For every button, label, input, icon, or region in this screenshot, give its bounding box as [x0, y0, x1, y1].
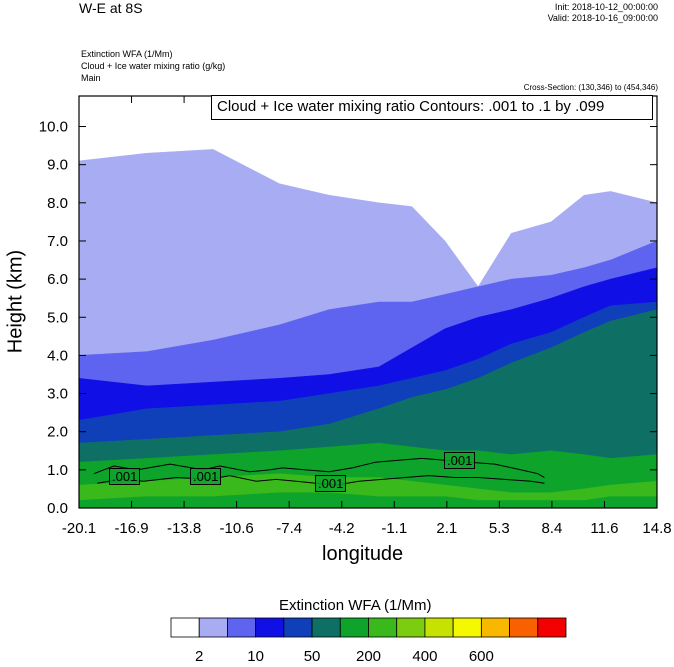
colorbar: 2 10 50 200 400 600	[170, 617, 567, 665]
colorbar-swatch	[311, 617, 341, 638]
contour-label-1: .001	[109, 468, 141, 485]
x-tick-label: 14.8	[642, 520, 671, 537]
init-time: Init: 2018-10-12_00:00:00	[554, 2, 658, 12]
y-tick-label: 10.0	[39, 119, 68, 136]
x-tick-label: -20.1	[62, 520, 96, 537]
x-tick-label: -16.9	[114, 520, 148, 537]
x-tick-label: 11.6	[590, 520, 618, 537]
x-axis: -20.1 -16.9 -13.8 -10.6 -7.4 -4.2 -1.1 2.1 5.3 8.…	[62, 96, 672, 537]
colorbar-swatch	[283, 617, 313, 638]
x-axis-label: longitude	[322, 543, 404, 565]
y-tick-label: 6.0	[47, 271, 68, 288]
y-axis-label: Height (km)	[4, 249, 27, 354]
header-title: W-E at 8S	[79, 0, 143, 16]
x-tick-label: -1.1	[381, 520, 407, 537]
contour-label-2: .001	[190, 468, 222, 485]
cross-section-label: Cross-Section: (130,346) to (454,346)	[523, 83, 658, 92]
y-tick-label: 1.0	[47, 462, 68, 479]
y-tick-label: 7.0	[47, 233, 68, 250]
field-name-1: Extinction WFA (1/Mm)	[81, 49, 173, 59]
x-tick-label: -7.4	[276, 520, 302, 537]
contour-legend-text: Cloud + Ice water mixing ratio Contours:…	[217, 98, 605, 115]
colorbar-swatch	[255, 617, 285, 638]
colorbar-swatch	[396, 617, 426, 638]
y-tick-label: 0.0	[47, 500, 68, 517]
x-tick-label: 5.3	[489, 520, 510, 537]
y-tick-label: 3.0	[47, 386, 68, 403]
x-tick-label: -4.2	[329, 520, 355, 537]
colorbar-swatch	[452, 617, 482, 638]
valid-time: Valid: 2018-10-16_09:00:00	[547, 13, 658, 23]
colorbar-tick-label: 50	[304, 648, 321, 665]
x-tick-label: 8.4	[541, 520, 562, 537]
contour-line-1	[93, 457, 545, 478]
extinction-field	[78, 95, 658, 509]
colorbar-swatch	[170, 617, 200, 638]
field-name-3: Main	[81, 73, 101, 83]
colorbar-swatch	[227, 617, 257, 638]
y-tick-label: 8.0	[47, 195, 68, 212]
y-tick-label: 2.0	[47, 424, 68, 441]
x-tick-label: -10.6	[220, 520, 254, 537]
colorbar-swatch	[424, 617, 454, 638]
y-tick-label: 4.0	[47, 347, 68, 364]
y-tick-label: 9.0	[47, 157, 68, 174]
x-tick-label: 2.1	[436, 520, 457, 537]
contour-legend: Cloud + Ice water mixing ratio Contours:…	[211, 95, 653, 120]
colorbar-tick-label: 10	[247, 648, 264, 665]
colorbar-swatch	[537, 617, 567, 638]
colorbar-swatch	[509, 617, 539, 638]
colorbar-tick-label: 200	[356, 648, 381, 665]
contour-label-4: .001	[444, 452, 476, 469]
x-tick-label: -13.8	[167, 520, 201, 537]
contour-label-3: .001	[315, 475, 347, 492]
y-axis: 0.0 1.0 2.0 3.0 4.0 5.0 6.0 7.0 8.0 9.0 10.0	[39, 119, 657, 517]
field-name-2: Cloud + Ice water mixing ratio (g/kg)	[81, 61, 226, 71]
y-tick-label: 5.0	[47, 309, 68, 326]
colorbar-swatch	[339, 617, 369, 638]
colorbar-swatch	[198, 617, 228, 638]
colorbar-tick-label: 2	[195, 648, 203, 665]
colorbar-swatch	[480, 617, 510, 638]
colorbar-title: Extinction WFA (1/Mm)	[279, 597, 432, 614]
colorbar-tick-label: 600	[469, 648, 494, 665]
colorbar-tick-label: 400	[412, 648, 437, 665]
colorbar-swatch	[368, 617, 398, 638]
